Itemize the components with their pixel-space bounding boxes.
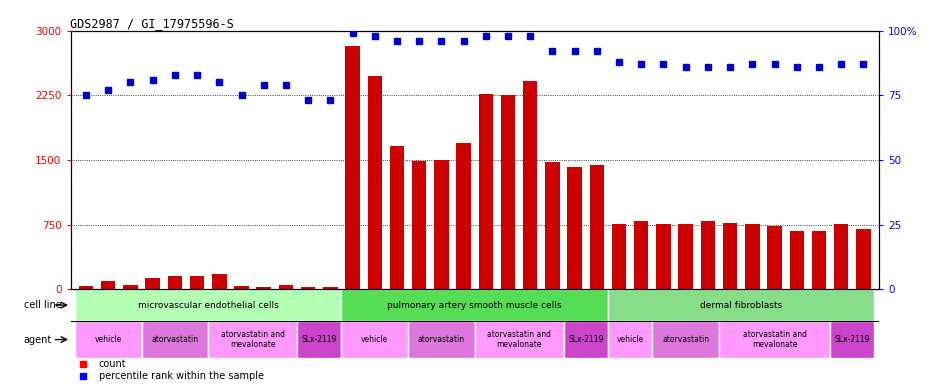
Bar [834, 223, 849, 289]
Bar [190, 276, 204, 289]
Bar [608, 321, 652, 358]
Bar [390, 146, 404, 289]
Bar [767, 226, 782, 289]
Text: atorvastatin: atorvastatin [417, 335, 465, 344]
Text: SLx-2119: SLx-2119 [568, 335, 603, 344]
Text: vehicle: vehicle [95, 335, 122, 344]
Text: dermal fibroblasts: dermal fibroblasts [700, 301, 782, 310]
Bar [297, 321, 341, 358]
Bar [652, 321, 719, 358]
Bar [745, 223, 760, 289]
Bar [278, 285, 293, 289]
Bar [856, 229, 870, 289]
Bar [408, 321, 475, 358]
Bar [475, 321, 564, 358]
Text: cell line: cell line [24, 300, 62, 310]
Bar [142, 321, 208, 358]
Bar [700, 221, 715, 289]
Bar [341, 289, 608, 321]
Bar [301, 286, 315, 289]
Bar [75, 321, 142, 358]
Text: GDS2987 / GI_17975596-S: GDS2987 / GI_17975596-S [70, 17, 234, 30]
Text: percentile rank within the sample: percentile rank within the sample [99, 371, 264, 381]
Bar [368, 76, 382, 289]
Text: vehicle: vehicle [361, 335, 388, 344]
Bar [457, 143, 471, 289]
Bar [679, 223, 693, 289]
Text: atorvastatin and
mevalonate: atorvastatin and mevalonate [221, 330, 285, 349]
Bar [812, 232, 826, 289]
Bar [790, 230, 804, 289]
Bar [589, 165, 604, 289]
Bar [345, 46, 360, 289]
Bar [234, 286, 249, 289]
Text: pulmonary artery smooth muscle cells: pulmonary artery smooth muscle cells [387, 301, 562, 310]
Bar [146, 278, 160, 289]
Text: atorvastatin: atorvastatin [151, 335, 198, 344]
Bar [123, 285, 137, 289]
Text: vehicle: vehicle [617, 335, 644, 344]
Bar [79, 286, 93, 289]
Bar [167, 276, 182, 289]
Bar [564, 321, 608, 358]
Bar [101, 281, 116, 289]
Bar [478, 94, 493, 289]
Bar [341, 321, 408, 358]
Bar [830, 321, 874, 358]
Text: count: count [99, 359, 126, 369]
Bar [501, 95, 515, 289]
Text: atorvastatin and
mevalonate: atorvastatin and mevalonate [487, 330, 551, 349]
Bar [75, 289, 341, 321]
Bar [719, 321, 830, 358]
Bar [634, 221, 649, 289]
Bar [208, 321, 297, 358]
Text: microvascular endothelial cells: microvascular endothelial cells [138, 301, 278, 310]
Bar [257, 286, 271, 289]
Bar [323, 286, 337, 289]
Bar [523, 81, 538, 289]
Text: atorvastatin and
mevalonate: atorvastatin and mevalonate [743, 330, 807, 349]
Bar [608, 289, 874, 321]
Bar [212, 275, 227, 289]
Bar [612, 223, 626, 289]
Bar [434, 160, 448, 289]
Bar [545, 162, 559, 289]
Bar [656, 223, 671, 289]
Bar [412, 161, 427, 289]
Text: SLx-2119: SLx-2119 [835, 335, 870, 344]
Text: agent: agent [24, 334, 52, 344]
Text: atorvastatin: atorvastatin [662, 335, 710, 344]
Bar [568, 167, 582, 289]
Bar [723, 223, 737, 289]
Text: SLx-2119: SLx-2119 [302, 335, 337, 344]
